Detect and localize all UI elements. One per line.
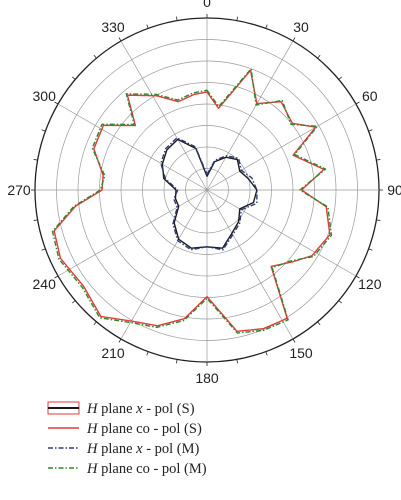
legend-label-2: H plane co - pol (S) (86, 421, 202, 437)
angle-tick-mark (317, 54, 321, 59)
angle-tick-label-60: 60 (362, 88, 378, 104)
grid-spoke (120, 40, 208, 191)
angle-tick-mark (236, 16, 238, 21)
angle-tick-mark (71, 300, 76, 304)
series-layer (51, 68, 333, 334)
angle-tick-mark (368, 129, 373, 132)
legend-label-1: H plane x - pol (S) (86, 401, 195, 417)
series-line-2 (53, 69, 331, 333)
angle-tick-mark (265, 351, 268, 356)
angle-tick-mark (236, 359, 238, 364)
angle-tick-label-180: 180 (195, 370, 219, 386)
grid-spoke (206, 103, 357, 191)
angle-tick-mark (93, 321, 97, 326)
grid-spoke (206, 189, 357, 277)
angle-tick-mark (118, 338, 122, 343)
polar-grid (31, 14, 383, 366)
angle-tick-label-270: 270 (7, 182, 31, 198)
grid-spoke (206, 189, 294, 340)
grid-spoke (57, 103, 208, 191)
angle-tick-mark (265, 24, 268, 29)
angle-tick-mark (338, 300, 343, 304)
angle-tick-mark (33, 159, 38, 161)
angle-tick-label-240: 240 (33, 276, 57, 292)
angle-tick-mark (54, 275, 59, 279)
angle-tick-mark (292, 338, 296, 343)
legend: H plane x - pol (S) H plane co - pol (S) H… (47, 401, 207, 477)
angle-tick-label-210: 210 (101, 345, 125, 361)
angle-tick-mark (176, 16, 178, 21)
angle-tick-mark (41, 248, 46, 251)
angle-tick-mark (355, 275, 360, 279)
grid-spoke (206, 40, 294, 191)
angle-tick-mark (292, 37, 296, 42)
angle-tick-mark (93, 54, 97, 59)
legend-label-3: H plane x - pol (M) (86, 441, 200, 457)
angle-labels: 0 30 60 90 120 150 180 210 240 270 300 330 (7, 0, 401, 386)
angle-tick-label-150: 150 (289, 345, 313, 361)
grid-spoke (120, 189, 208, 340)
angle-tick-mark (376, 219, 381, 221)
angle-tick-mark (376, 159, 381, 161)
angle-tick-mark (41, 129, 46, 132)
angle-tick-label-30: 30 (293, 19, 309, 35)
angle-tick-label-90: 90 (387, 182, 401, 198)
angle-tick-mark (146, 351, 149, 356)
angle-tick-label-120: 120 (358, 276, 382, 292)
legend-label-4: H plane co - pol (M) (86, 461, 207, 477)
angle-tick-mark (71, 76, 76, 80)
angle-tick-mark (317, 321, 321, 326)
angle-tick-mark (176, 359, 178, 364)
angle-tick-mark (54, 101, 59, 105)
grid-spoke (57, 189, 208, 277)
angle-tick-mark (355, 101, 360, 105)
angle-tick-mark (118, 37, 122, 42)
angle-tick-label-300: 300 (33, 88, 57, 104)
series-line-3 (160, 137, 258, 251)
angle-tick-mark (368, 248, 373, 251)
angle-tick-label-0: 0 (203, 0, 211, 10)
series-line-4 (51, 68, 333, 334)
angle-tick-mark (338, 76, 343, 80)
angle-tick-mark (146, 24, 149, 29)
angle-tick-label-330: 330 (101, 19, 125, 35)
angle-tick-mark (33, 219, 38, 221)
